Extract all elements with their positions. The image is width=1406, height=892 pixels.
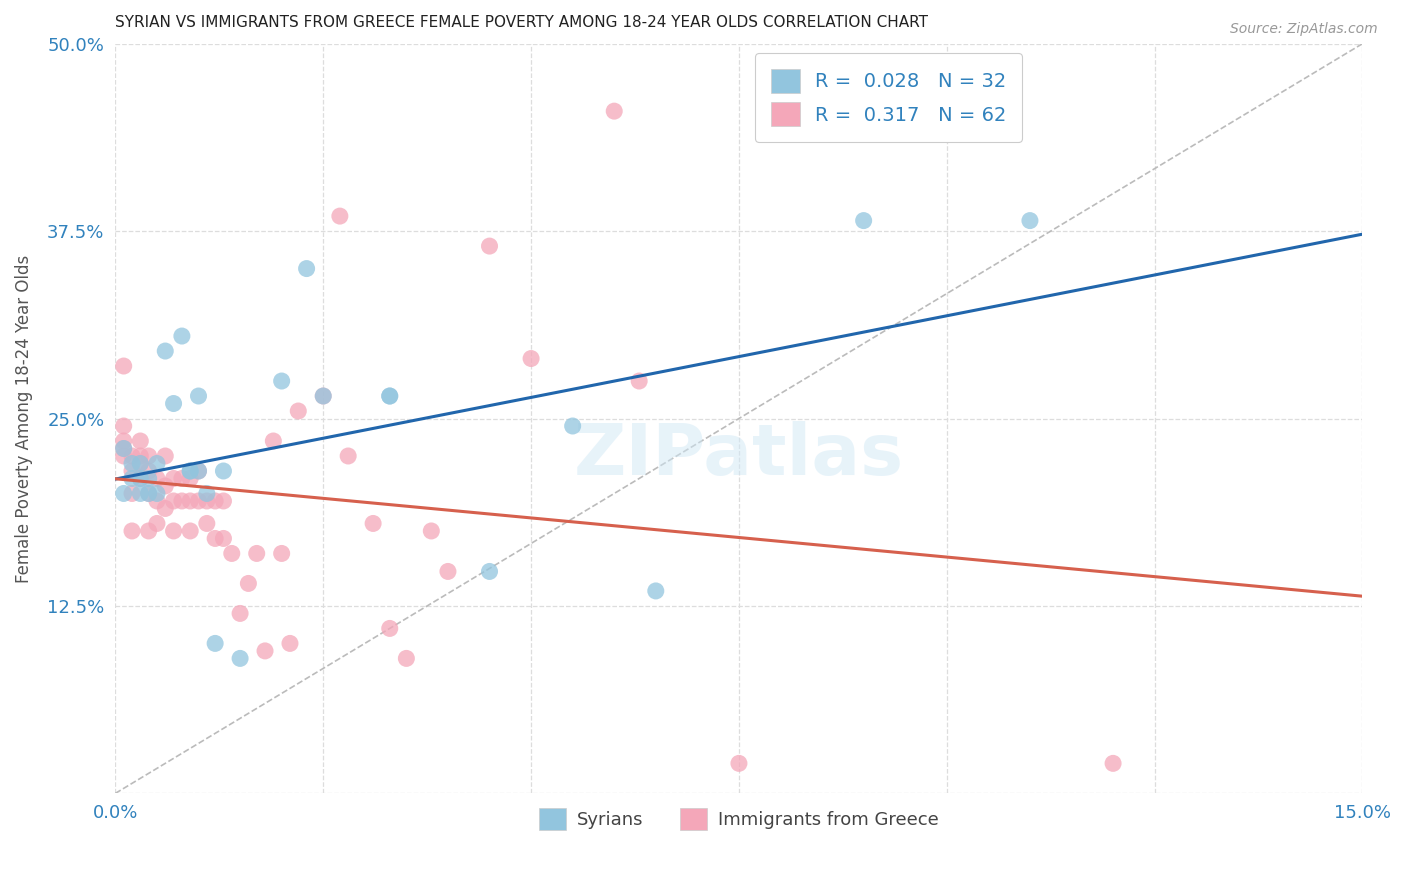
Point: [378, 389, 401, 403]
Point: [278, 636, 301, 650]
Point: [121, 471, 143, 485]
Point: [253, 644, 276, 658]
Point: [329, 209, 352, 223]
Point: [195, 516, 218, 531]
Point: [378, 622, 401, 636]
Point: [728, 756, 751, 771]
Point: [361, 516, 384, 531]
Point: [112, 434, 135, 448]
Point: [478, 239, 501, 253]
Point: [270, 546, 292, 560]
Point: [229, 651, 252, 665]
Text: ZIPatlas: ZIPatlas: [574, 422, 904, 491]
Point: [312, 389, 335, 403]
Point: [121, 457, 143, 471]
Point: [162, 494, 184, 508]
Point: [603, 104, 626, 119]
Point: [155, 344, 177, 359]
Point: [852, 213, 875, 227]
Point: [337, 449, 360, 463]
Point: [129, 471, 152, 485]
Point: [187, 494, 209, 508]
Point: [162, 524, 184, 538]
Point: [121, 449, 143, 463]
Point: [212, 494, 235, 508]
Point: [170, 329, 193, 343]
Point: [146, 494, 169, 508]
Point: [112, 442, 135, 456]
Point: [129, 471, 152, 485]
Point: [644, 583, 666, 598]
Point: [129, 457, 152, 471]
Point: [138, 524, 160, 538]
Point: [121, 486, 143, 500]
Text: SYRIAN VS IMMIGRANTS FROM GREECE FEMALE POVERTY AMONG 18-24 YEAR OLDS CORRELATIO: SYRIAN VS IMMIGRANTS FROM GREECE FEMALE …: [115, 15, 928, 30]
Point: [520, 351, 543, 366]
Point: [138, 464, 160, 478]
Point: [420, 524, 443, 538]
Point: [146, 457, 169, 471]
Point: [187, 464, 209, 478]
Point: [287, 404, 309, 418]
Point: [204, 494, 226, 508]
Point: [246, 546, 269, 560]
Point: [129, 434, 152, 448]
Point: [628, 374, 651, 388]
Point: [162, 471, 184, 485]
Legend: Syrians, Immigrants from Greece: Syrians, Immigrants from Greece: [531, 800, 946, 837]
Point: [112, 359, 135, 373]
Point: [129, 457, 152, 471]
Point: [204, 636, 226, 650]
Point: [478, 565, 501, 579]
Point: [129, 449, 152, 463]
Point: [138, 486, 160, 500]
Point: [437, 565, 460, 579]
Point: [155, 501, 177, 516]
Point: [195, 486, 218, 500]
Point: [179, 471, 201, 485]
Point: [121, 464, 143, 478]
Point: [378, 389, 401, 403]
Point: [270, 374, 292, 388]
Point: [112, 419, 135, 434]
Point: [262, 434, 284, 448]
Point: [129, 486, 152, 500]
Point: [187, 389, 209, 403]
Point: [195, 494, 218, 508]
Point: [212, 464, 235, 478]
Text: Source: ZipAtlas.com: Source: ZipAtlas.com: [1230, 22, 1378, 37]
Point: [221, 546, 243, 560]
Point: [395, 651, 418, 665]
Point: [121, 524, 143, 538]
Point: [187, 464, 209, 478]
Point: [112, 449, 135, 463]
Point: [146, 471, 169, 485]
Point: [170, 471, 193, 485]
Point: [170, 494, 193, 508]
Point: [155, 479, 177, 493]
Y-axis label: Female Poverty Among 18-24 Year Olds: Female Poverty Among 18-24 Year Olds: [15, 254, 32, 582]
Point: [561, 419, 583, 434]
Point: [155, 449, 177, 463]
Point: [179, 494, 201, 508]
Point: [138, 449, 160, 463]
Point: [112, 486, 135, 500]
Point: [295, 261, 318, 276]
Point: [162, 396, 184, 410]
Point: [238, 576, 260, 591]
Point: [146, 486, 169, 500]
Point: [1019, 213, 1042, 227]
Point: [179, 464, 201, 478]
Point: [138, 486, 160, 500]
Point: [179, 524, 201, 538]
Point: [146, 516, 169, 531]
Point: [229, 607, 252, 621]
Point: [204, 532, 226, 546]
Point: [212, 532, 235, 546]
Point: [138, 471, 160, 485]
Point: [312, 389, 335, 403]
Point: [112, 442, 135, 456]
Point: [179, 464, 201, 478]
Point: [1102, 756, 1125, 771]
